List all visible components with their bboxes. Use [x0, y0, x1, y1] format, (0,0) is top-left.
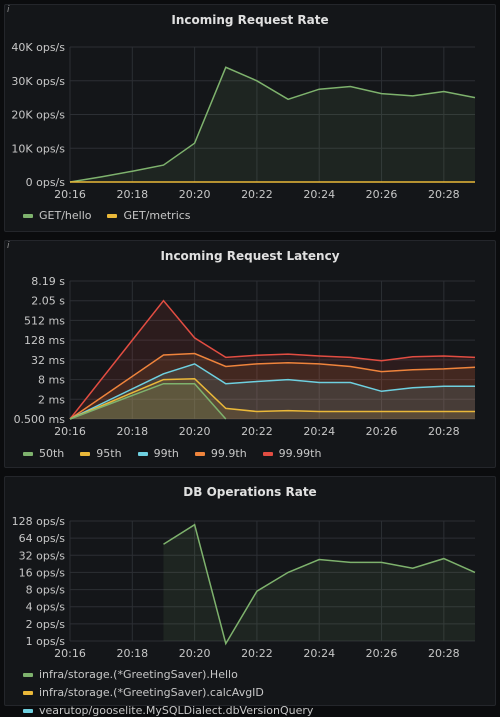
series-line	[69, 363, 475, 420]
y-tick-label: 32 ops/s	[19, 549, 66, 562]
panel-title: DB Operations Rate	[183, 485, 317, 499]
x-tick-label: 20:22	[241, 188, 273, 201]
x-tick-label: 20:24	[303, 425, 335, 438]
x-tick-label: 20:18	[116, 425, 148, 438]
legend: GET/hello GET/metrics	[23, 209, 191, 222]
legend-item[interactable]: 99.99th	[262, 447, 322, 460]
request-rate-chart: 0 ops/s 10K ops/s 20K ops/s 30K ops/s 40K op…	[11, 41, 476, 201]
x-tick-label: 20:26	[366, 647, 398, 660]
legend-swatch	[23, 451, 33, 456]
series-line	[69, 382, 227, 420]
panel-request-rate: i Incoming Request Rate 0 ops/s 10K ops/s…	[4, 4, 496, 232]
legend-swatch	[107, 213, 118, 218]
y-tick-label: 16 ops/s	[19, 566, 66, 579]
panel-title: Incoming Request Latency	[160, 249, 340, 263]
series-line	[163, 523, 476, 646]
y-tick-label: 32 ms	[31, 354, 65, 367]
legend: 50th 95th 99th 99.9th 99.99th	[23, 447, 321, 460]
x-tick-label: 20:20	[179, 425, 211, 438]
x-tick-label: 20:20	[179, 188, 211, 201]
x-tick-label: 20:20	[179, 647, 211, 660]
series-area	[163, 524, 475, 644]
y-tick-label: 512 ms	[24, 314, 65, 327]
legend-label: infra/storage.(*GreetingSaver).Hello	[39, 668, 238, 681]
legend-label: GET/metrics	[123, 209, 191, 222]
legend-swatch	[194, 451, 205, 456]
legend-swatch	[137, 451, 148, 456]
legend-swatch	[23, 213, 33, 218]
y-tick-label: 10K ops/s	[11, 142, 65, 155]
y-tick-label: 1 ops/s	[26, 635, 66, 648]
legend-item[interactable]: infra/storage.(*GreetingSaver).Hello	[23, 668, 238, 681]
y-tick-label: 0 ops/s	[26, 176, 66, 189]
panel-request-latency: i Incoming Request Latency 0.500 ms 2 ms 8…	[4, 240, 496, 468]
series-area	[70, 378, 475, 419]
legend-item[interactable]: 99.9th	[194, 447, 247, 460]
request-latency-chart: 0.500 ms 2 ms 8 ms 32 ms 128 ms 512 ms 2.05 s 8…	[14, 275, 476, 438]
x-tick-label: 20:16	[54, 425, 86, 438]
x-tick-label: 20:22	[241, 647, 273, 660]
y-tick-label: 8 ops/s	[26, 584, 66, 597]
y-tick-label: 8 ms	[38, 374, 65, 387]
x-tick-label: 20:24	[303, 188, 335, 201]
legend-item[interactable]: GET/hello	[23, 209, 91, 222]
panel-title: Incoming Request Rate	[171, 13, 329, 27]
y-tick-label: 128 ops/s	[12, 515, 66, 528]
legend-swatch	[262, 451, 273, 456]
legend-label: 99th	[153, 447, 179, 460]
x-tick-label: 20:26	[366, 188, 398, 201]
y-tick-label: 40K ops/s	[11, 41, 65, 54]
x-tick-label: 20:18	[116, 647, 148, 660]
y-tick-label: 2.05 s	[31, 295, 65, 308]
series-area	[70, 383, 226, 419]
series-area	[70, 363, 475, 419]
x-tick-label: 20:16	[54, 188, 86, 201]
legend-item[interactable]: 95th	[80, 447, 122, 460]
legend-swatch	[80, 451, 91, 456]
y-tick-label: 128 ms	[24, 334, 65, 347]
y-tick-label: 4 ops/s	[26, 601, 66, 614]
legend-label: infra/storage.(*GreetingSaver).calcAvgID	[39, 686, 264, 699]
series-line	[69, 299, 476, 420]
y-tick-label: 64 ops/s	[19, 532, 66, 545]
y-tick-label: 2 ms	[38, 393, 65, 406]
x-tick-label: 20:28	[428, 647, 460, 660]
legend-item[interactable]: 99th	[137, 447, 179, 460]
legend-label: 50th	[39, 447, 65, 460]
x-tick-label: 20:28	[428, 188, 460, 201]
y-tick-label: 2 ops/s	[26, 618, 66, 631]
legend-swatch	[23, 690, 33, 695]
info-icon[interactable]: i	[7, 241, 10, 251]
legend-swatch	[23, 672, 33, 677]
x-tick-label: 20:28	[428, 425, 460, 438]
y-tick-label: 8.19 s	[31, 275, 65, 288]
legend-label: 99.9th	[210, 447, 247, 460]
series-line	[69, 352, 476, 420]
series-area	[70, 67, 475, 182]
legend-label: 99.99th	[278, 447, 322, 460]
info-icon[interactable]: i	[7, 5, 10, 15]
x-tick-label: 20:16	[54, 647, 86, 660]
series-line	[69, 377, 475, 420]
x-tick-label: 20:18	[116, 188, 148, 201]
y-tick-label: 0.500 ms	[14, 413, 66, 426]
x-tick-label: 20:24	[303, 647, 335, 660]
panel-db-operations: DB Operations Rate 1 ops/s 2 ops/s 4 ops/s…	[4, 476, 496, 717]
x-tick-label: 20:22	[241, 425, 273, 438]
legend-label: GET/hello	[39, 209, 92, 222]
x-tick-label: 20:26	[366, 425, 398, 438]
y-tick-label: 30K ops/s	[11, 75, 65, 88]
series-line	[69, 66, 476, 183]
legend-item[interactable]: infra/storage.(*GreetingSaver).calcAvgID	[23, 686, 264, 699]
db-operations-chart: 1 ops/s 2 ops/s 4 ops/s 8 ops/s 16 ops/s 32 o…	[12, 515, 476, 660]
legend-item[interactable]: GET/metrics	[107, 209, 191, 222]
series-area	[70, 353, 475, 419]
legend-item[interactable]: 50th	[23, 447, 64, 460]
legend-label: 95th	[96, 447, 122, 460]
legend: infra/storage.(*GreetingSaver).Hello infr…	[23, 668, 493, 717]
y-tick-label: 20K ops/s	[11, 109, 65, 122]
